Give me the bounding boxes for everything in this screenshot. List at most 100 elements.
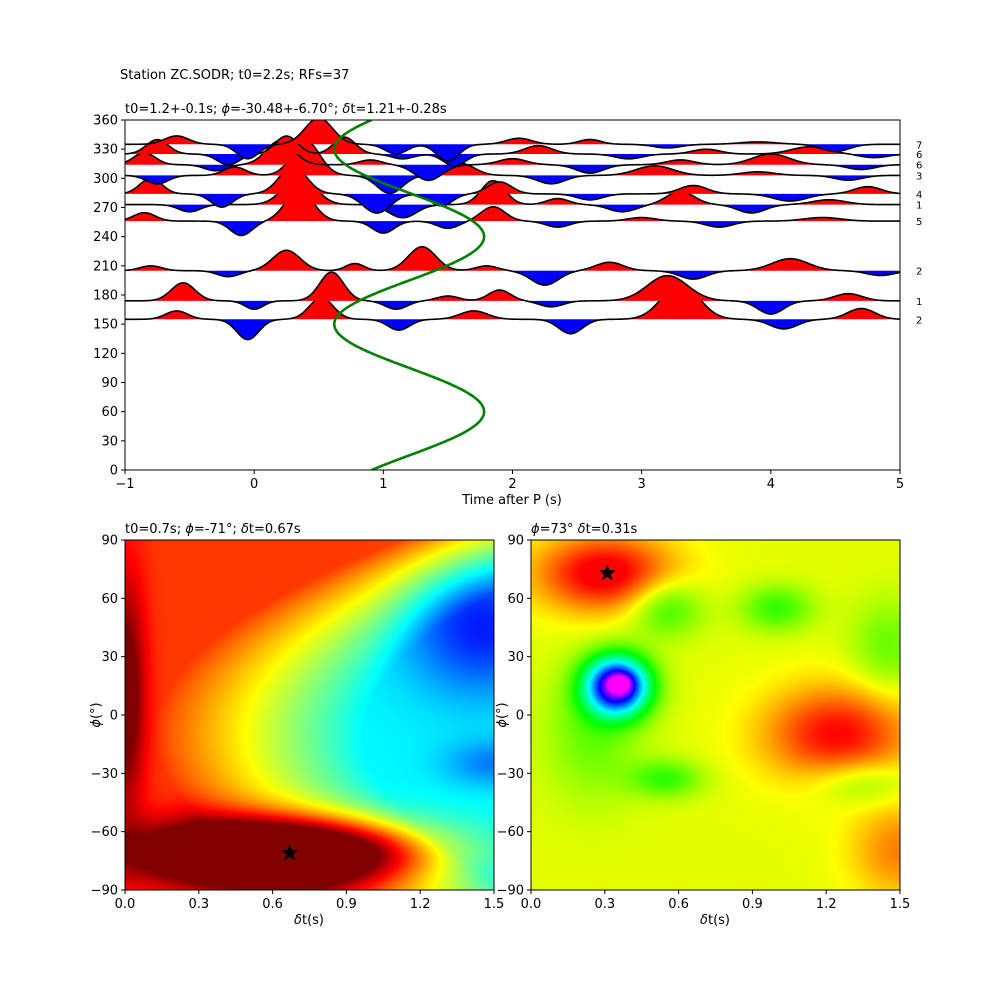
trace-negative-fill <box>125 144 900 162</box>
h2-xtick-label: 0.3 <box>594 897 615 912</box>
trace-count-label: 4 <box>916 190 922 201</box>
heatmap-canvas-left <box>125 540 494 890</box>
h1-xtick-label: 0.0 <box>115 897 136 912</box>
top-ytick-label: 180 <box>93 289 118 304</box>
h2-ytick-label: 60 <box>507 592 524 607</box>
h1-ytick-label: 0 <box>110 709 118 724</box>
rf-trace <box>125 165 900 214</box>
heatmap-panel-left: 0.0 0.3 0.6 0.9 1.2 1.5 −90 −60 −30 0 30 60 90 t0=0.… <box>89 522 504 928</box>
right-heatmap-ticks: 0.0 0.3 0.6 0.9 1.2 1.5 −90 −60 −30 0 30 60 90 <box>497 534 911 913</box>
best-fit-star-right <box>598 564 616 581</box>
trace-line <box>125 120 900 162</box>
top-xtick-label: 4 <box>767 477 775 492</box>
top-ytick-label: 90 <box>101 376 118 391</box>
trace-positive-fill <box>125 120 900 145</box>
top-xtick-label: −1 <box>115 477 134 492</box>
top-xtick-label: 2 <box>508 477 516 492</box>
top-ytick-label: 30 <box>101 434 118 449</box>
trace-count-label: 1 <box>916 201 922 212</box>
rf-trace <box>125 139 900 195</box>
h2-ytick-label: −90 <box>497 884 524 899</box>
trace-positive-fill <box>125 175 900 205</box>
trace-line <box>125 282 900 341</box>
y-axis-label-left: ϕ(°) <box>89 702 104 727</box>
trace-count-label: 3 <box>916 171 922 182</box>
trace-positive-fill <box>125 166 900 194</box>
top-ytick-label: 270 <box>93 201 118 216</box>
top-ytick-label: 60 <box>101 405 118 420</box>
top-xtick-label: 3 <box>638 477 646 492</box>
top-axis-ticks: −1 0 1 2 3 4 503060901201501802102402703003303… <box>93 114 904 493</box>
rf-trace <box>125 175 900 219</box>
h1-ytick-label: −30 <box>91 767 118 782</box>
trace-count-label: 5 <box>916 217 922 228</box>
h2-xtick-label: 0.0 <box>521 897 542 912</box>
h2-ytick-label: 90 <box>507 534 524 549</box>
left-heatmap-ticks: 0.0 0.3 0.6 0.9 1.2 1.5 −90 −60 −30 0 30 60 90 <box>91 534 505 913</box>
trace-count-label: 2 <box>916 315 922 326</box>
figure-suptitle: Station ZC.SODR; t0=2.2s; RFs=37 <box>120 68 349 83</box>
h2-xtick-label: 0.6 <box>668 897 689 912</box>
h1-ytick-label: 90 <box>101 534 118 549</box>
trace-group <box>125 120 900 341</box>
h2-xtick-label: 1.2 <box>816 897 837 912</box>
right-heatmap-title: ϕ=73° δt=0.31s <box>531 522 638 537</box>
h2-ytick-label: 0 <box>516 709 524 724</box>
top-ytick-label: 120 <box>93 347 118 362</box>
trace-line <box>125 271 900 315</box>
trace-positive-fill <box>125 140 900 176</box>
h2-xtick-label: 1.5 <box>890 897 911 912</box>
h1-xtick-label: 0.3 <box>188 897 209 912</box>
x-axis-label-top: Time after P (s) <box>461 493 562 508</box>
trace-count-label: 2 <box>916 267 922 278</box>
top-ytick-label: 240 <box>93 230 118 245</box>
trace-count-label: 6 <box>916 150 922 161</box>
trace-line <box>125 175 900 219</box>
trace-negative-fill <box>125 300 900 315</box>
trace-negative-fill <box>125 204 900 218</box>
trace-negative-fill <box>125 164 900 181</box>
top-xtick-label: 5 <box>896 477 904 492</box>
left-heatmap-title: t0=0.7s; ϕ=-71°; δt=0.67s <box>125 522 301 537</box>
top-panel-title: t0=1.2+-0.1s; ϕ=-30.48+-6.70°; δt=1.21+-… <box>125 102 447 117</box>
h1-xtick-label: 0.6 <box>262 897 283 912</box>
x-axis-label-right: δt(s) <box>700 913 730 928</box>
top-ytick-label: 150 <box>93 318 118 333</box>
trace-positive-fill <box>125 283 900 320</box>
y-axis-label-right: ϕ(°) <box>495 702 510 727</box>
h2-ytick-label: −30 <box>497 767 524 782</box>
receiver-function-panel: −1 0 1 2 3 4 503060901201501802102402703003303… <box>93 102 922 508</box>
trace-negative-fill <box>125 221 900 236</box>
rf-trace <box>125 120 900 162</box>
h1-ytick-label: 60 <box>101 592 118 607</box>
trace-line <box>125 189 900 237</box>
trace-line <box>125 139 900 195</box>
rf-trace <box>125 282 900 341</box>
trace-positive-fill <box>125 272 900 301</box>
trace-negative-fill <box>125 270 900 286</box>
trace-count-label: 7 <box>916 140 922 151</box>
h2-xtick-label: 0.9 <box>742 897 763 912</box>
x-axis-label-left: δt(s) <box>294 913 324 928</box>
trace-count-label: 1 <box>916 297 922 308</box>
h1-ytick-label: 30 <box>101 650 118 665</box>
best-fit-star-left <box>281 844 299 861</box>
rf-trace <box>125 189 900 237</box>
trace-positive-fill <box>125 189 900 222</box>
top-ytick-label: 360 <box>93 114 118 129</box>
top-xtick-label: 0 <box>250 477 258 492</box>
h2-ytick-label: 30 <box>507 650 524 665</box>
top-ytick-label: 0 <box>110 464 118 479</box>
h1-ytick-label: −60 <box>91 825 118 840</box>
h1-ytick-label: −90 <box>91 884 118 899</box>
h2-ytick-label: −60 <box>497 825 524 840</box>
trace-count-label: 6 <box>916 161 922 172</box>
top-ytick-label: 330 <box>93 143 118 158</box>
top-xtick-label: 1 <box>379 477 387 492</box>
rf-trace <box>125 245 900 286</box>
heatmap-canvas-right <box>531 540 900 890</box>
h1-xtick-label: 1.2 <box>410 897 431 912</box>
h1-xtick-label: 0.9 <box>336 897 357 912</box>
